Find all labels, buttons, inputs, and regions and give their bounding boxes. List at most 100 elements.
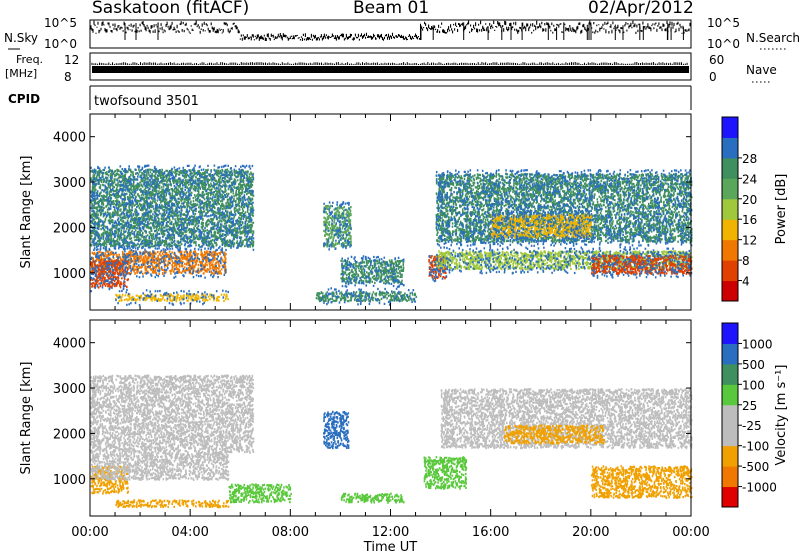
- velocity-panel: 1000 2000 3000 4000 Slant Range [km] 1000 500 1…: [19, 319, 789, 554]
- freq-frame: [89, 52, 692, 81]
- power-band-edge-9: [591, 250, 693, 279]
- velocity-colorbar-seg-8: [722, 323, 738, 344]
- power-cbtick-label-3: 16: [742, 213, 757, 227]
- power-cbtick-label-0: 4: [742, 275, 750, 289]
- velocity-ytick-label-3: 4000: [53, 337, 86, 352]
- noise-frame: [89, 19, 692, 49]
- velocity-colorbar-frame: [721, 322, 739, 508]
- power-band-edge-2: [90, 164, 255, 252]
- time-tick-label-3: 12:00: [372, 525, 409, 540]
- noise-spikes: [124, 22, 684, 40]
- velocity-colorbar-seg-4: [722, 404, 738, 426]
- velocity-colorbar-seg-1: [722, 466, 738, 488]
- freq-tick-top: 12: [64, 53, 79, 67]
- power-band-1: [90, 259, 129, 289]
- velocity-ytick-label-2: 3000: [53, 382, 86, 397]
- velocity-cbtick-label-0: 1000: [742, 337, 773, 351]
- velocity-cbtick-label-7: -1000: [742, 481, 777, 495]
- power-ytick-label-3: 4000: [53, 131, 86, 146]
- power-cbtick-label-6: 28: [742, 152, 757, 166]
- power-ytick-label-2: 3000: [53, 176, 86, 191]
- time-tick-label-0: 00:00: [71, 525, 108, 540]
- power-ylabel: Slant Range [km]: [19, 156, 34, 269]
- power-band-edge-4: [323, 201, 352, 251]
- time-tick-label-6: 00:00: [672, 525, 709, 540]
- frequency-panel: Freq.[MHz] 12 8 60 0 Nave: [5, 52, 777, 84]
- velocity-colorbar-seg-0: [722, 486, 738, 508]
- radar-title: Saskatoon (fitACF): [92, 0, 250, 18]
- velocity-band-6: [340, 492, 405, 504]
- freq-tick-bottom: 8: [64, 70, 72, 84]
- power-colorbar-seg-7: [722, 137, 738, 159]
- power-panel: 1000 2000 3000 4000 Slant Range [km] 4 8 12 16 20…: [19, 113, 789, 311]
- nave-tick-top: 60: [709, 53, 724, 67]
- velocity-band-8: [440, 388, 693, 450]
- velocity-ytick-label-1: 2000: [53, 427, 86, 442]
- power-band-edge-11: [490, 209, 593, 243]
- power-ytick-label-0: 1000: [53, 267, 86, 282]
- power-cbtick-label-5: 24: [742, 172, 757, 186]
- time-tick-label-5: 20:00: [572, 525, 609, 540]
- noise-left-label: N.Sky: [4, 31, 38, 45]
- velocity-cbtick-label-3: 25: [742, 399, 757, 413]
- velocity-colorbar-seg-6: [722, 363, 738, 385]
- time-tick-label-1: 04:00: [171, 525, 208, 540]
- power-colorbar-seg-0: [722, 280, 738, 302]
- nave-tick-bottom: 0: [709, 70, 717, 84]
- velocity-ytick-label-0: 1000: [53, 473, 86, 488]
- power-colorbar-seg-3: [722, 219, 738, 241]
- velocity-colorbar-label: Velocity [m s⁻¹]: [774, 365, 789, 466]
- noise-right-label: N.Search: [746, 31, 800, 45]
- velocity-colorbar-seg-3: [722, 425, 738, 447]
- freq-label-top: Freq.: [16, 53, 43, 66]
- velocity-colorbar-seg-2: [722, 445, 738, 467]
- beam-label: Beam 01: [353, 0, 430, 18]
- power-band-edge-1: [90, 255, 130, 293]
- freq-label-unit: [MHz]: [5, 67, 37, 80]
- noise-trace: [89, 20, 691, 41]
- cpid-panel: CPID twofsound 3501: [8, 85, 692, 110]
- velocity-colorbar-seg-7: [722, 343, 738, 365]
- velocity-ylabel: Slant Range [km]: [19, 362, 34, 475]
- power-cbtick-label-1: 8: [742, 254, 750, 268]
- velocity-band-2: [90, 374, 255, 454]
- velocity-cbtick-label-1: 500: [742, 358, 765, 372]
- power-band-edge-3: [115, 289, 229, 307]
- power-ytick-label-1: 2000: [53, 221, 86, 236]
- power-band-edge-10: [435, 169, 693, 248]
- freq-trace-top: [91, 62, 688, 65]
- date-label: 02/Apr/2012: [588, 0, 694, 18]
- noise-right-tick-top: 10^5: [707, 16, 740, 30]
- power-band-edge-6: [320, 287, 416, 306]
- noise-right-tick-bottom: 10^0: [707, 37, 740, 51]
- cpid-label: CPID: [8, 92, 40, 106]
- noise-left-tick-bottom: 10^0: [44, 37, 77, 51]
- power-colorbar-seg-1: [722, 260, 738, 282]
- velocity-cbtick-label-2: 100: [742, 378, 765, 392]
- cpid-value: twofsound 3501: [94, 94, 199, 109]
- velocity-cbtick-label-4: -25: [742, 419, 762, 433]
- velocity-band-10: [590, 465, 693, 500]
- velocity-band-7: [423, 456, 468, 490]
- power-data: [90, 164, 693, 307]
- freq-trace: [92, 66, 689, 73]
- velocity-band-1: [90, 451, 230, 481]
- noise-panel: N.Sky 10^5 10^0 10^5 10^0 N.Search: [4, 16, 800, 51]
- power-band-10: [435, 173, 693, 244]
- time-axis-label: Time UT: [363, 540, 417, 554]
- velocity-cbtick-label-5: -100: [742, 440, 769, 454]
- velocity-band-5: [323, 410, 350, 450]
- power-colorbar-seg-8: [722, 117, 738, 138]
- nave-label: Nave: [746, 63, 777, 77]
- power-colorbar-label: Power [dB]: [774, 174, 789, 245]
- power-cbtick-label-4: 20: [742, 193, 757, 207]
- power-colorbar-seg-4: [722, 198, 738, 220]
- power-cbtick-label-2: 12: [742, 234, 757, 248]
- time-tick-label-2: 08:00: [272, 525, 309, 540]
- velocity-band-9: [503, 424, 605, 445]
- power-colorbar-seg-2: [722, 239, 738, 261]
- time-tick-label-4: 16:00: [472, 525, 509, 540]
- power-band-edge-0: [91, 246, 227, 279]
- power-colorbar-frame: [721, 116, 739, 302]
